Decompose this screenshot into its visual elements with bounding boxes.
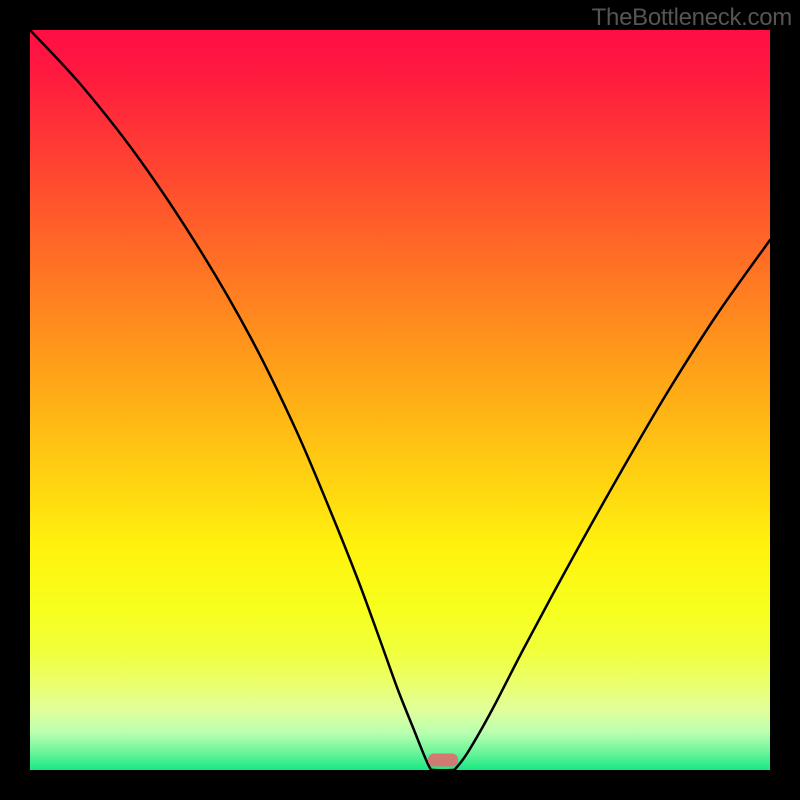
- plot-area: [30, 30, 770, 770]
- chart-container: TheBottleneck.com: [0, 0, 800, 800]
- bottleneck-chart: [0, 0, 800, 800]
- watermark-text: TheBottleneck.com: [592, 4, 792, 32]
- optimal-point-marker: [428, 754, 458, 767]
